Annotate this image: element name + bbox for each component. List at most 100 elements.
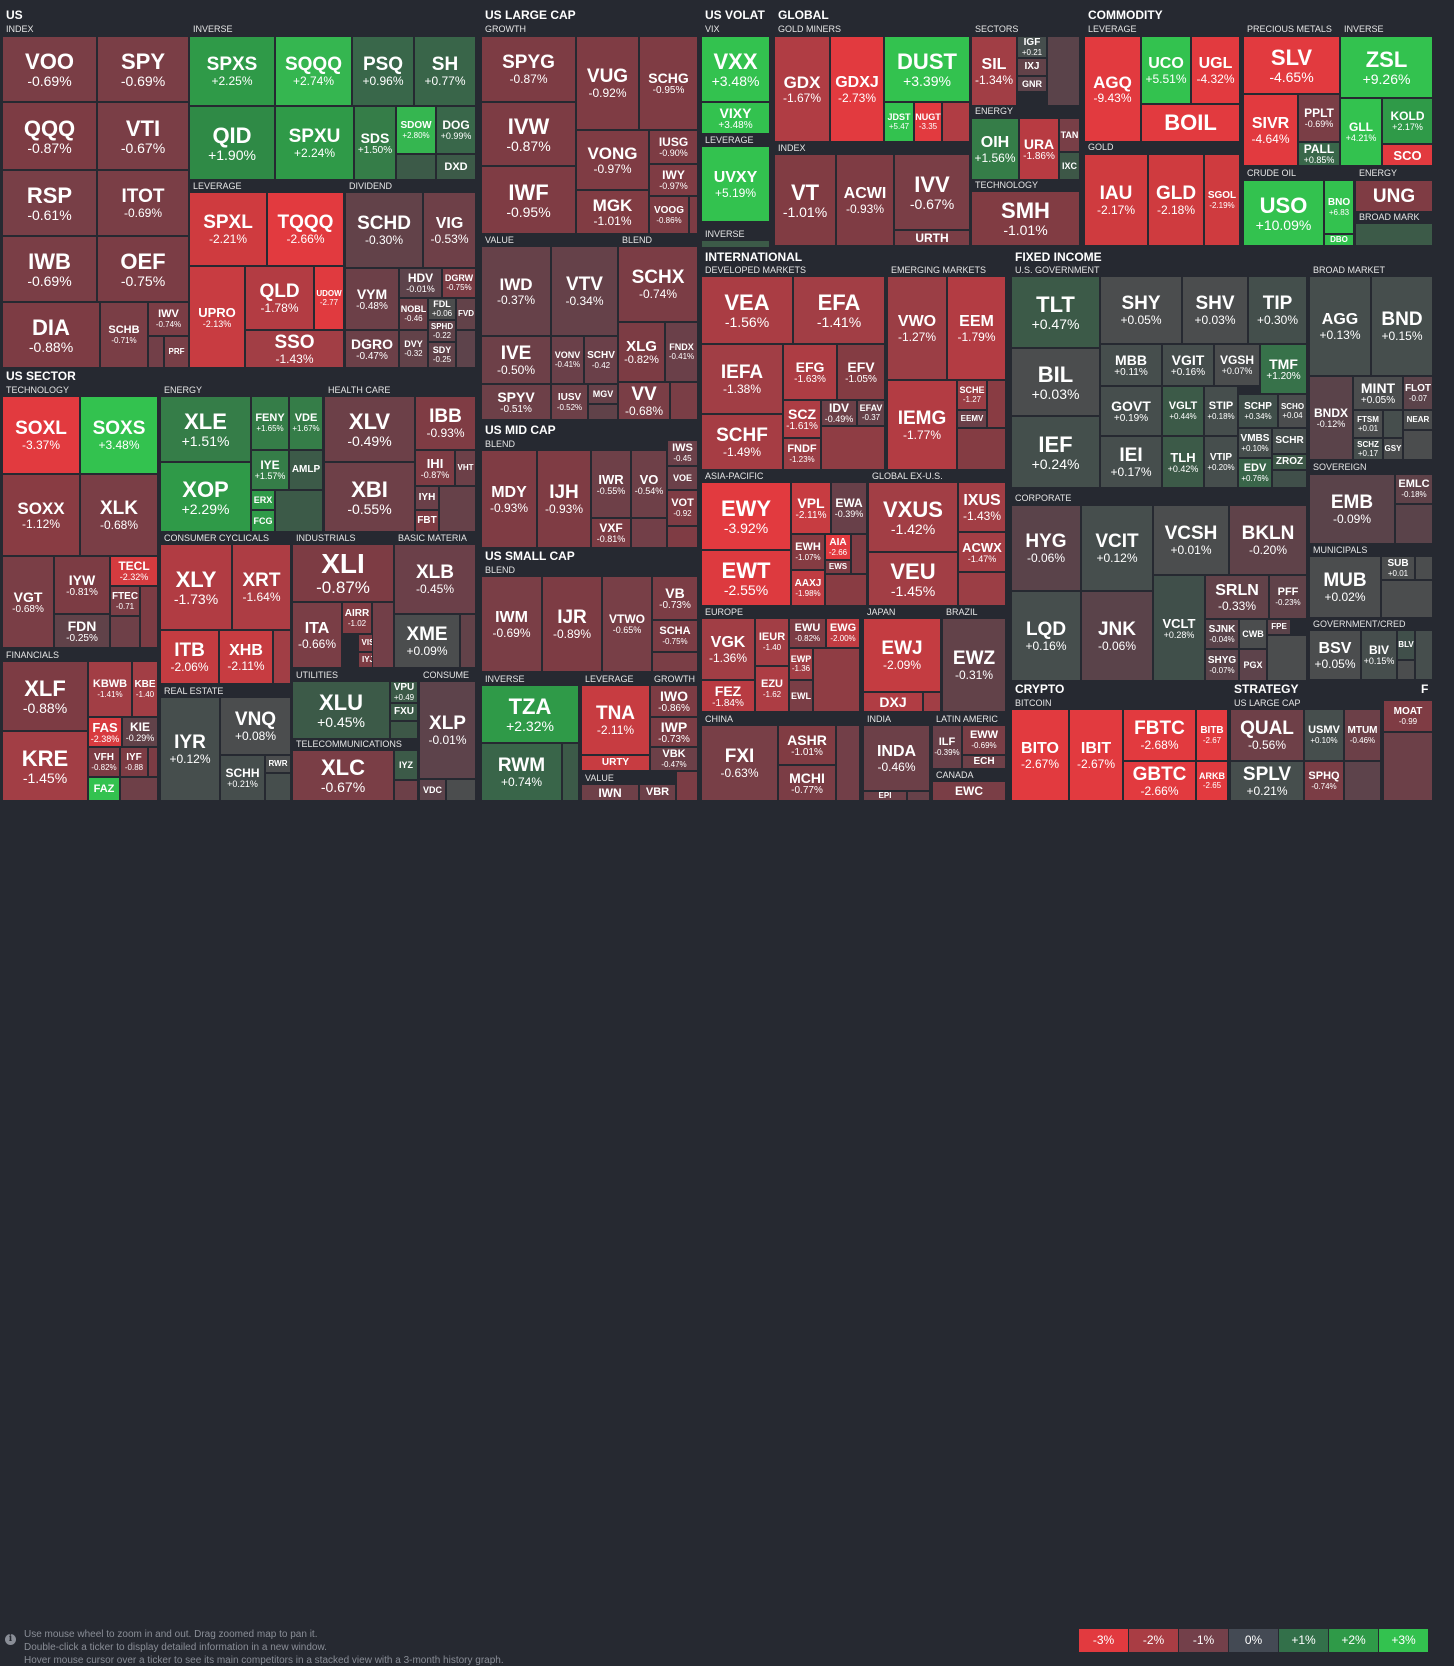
tile-jnk[interactable]: JNK -0.06% (1081, 591, 1153, 681)
tile-vgk[interactable]: VGK -1.36% (701, 618, 755, 680)
tile-itb[interactable]: ITB -2.06% (160, 630, 219, 684)
tile-soxx[interactable]: SOXX -1.12% (2, 474, 80, 556)
tile-vtv[interactable]: VTV -0.34% (551, 246, 618, 336)
tile-ugl[interactable]: UGL -4.32% (1191, 36, 1240, 104)
tile-ews[interactable]: EWS (825, 560, 851, 574)
tile-vo[interactable]: VO -0.54% (631, 450, 667, 518)
tile-eemv[interactable]: EEMV (957, 410, 987, 428)
tile-ixj[interactable]: IXJ (1017, 58, 1047, 76)
tile-schv[interactable]: SCHV -0.42 (584, 336, 618, 384)
tile-small[interactable] (1355, 223, 1433, 246)
tile-small[interactable] (689, 196, 698, 234)
tile-small[interactable] (907, 791, 930, 801)
tile-small[interactable] (667, 526, 698, 548)
tile-small[interactable] (676, 771, 698, 801)
tile-mub[interactable]: MUB +0.02% (1309, 556, 1381, 618)
tile-vglt[interactable]: VGLT +0.44% (1162, 386, 1204, 436)
tile-vgit[interactable]: VGIT +0.16% (1162, 344, 1214, 386)
tile-dgro[interactable]: DGRO -0.47% (345, 330, 399, 368)
tile-veu[interactable]: VEU -1.45% (868, 552, 958, 606)
tile-dgrw[interactable]: DGRW -0.75% (442, 268, 476, 298)
tile-ita[interactable]: ITA -0.66% (292, 602, 342, 668)
tile-ihi[interactable]: IHI -0.87% (415, 450, 455, 486)
tile-ilf[interactable]: ILF -0.39% (932, 725, 962, 769)
tile-ewa[interactable]: EWA -0.39% (831, 482, 867, 534)
tile-idv[interactable]: IDV -0.49% (821, 400, 857, 426)
tile-small[interactable] (1383, 732, 1433, 801)
tile-ftec[interactable]: FTEC -0.71 (110, 586, 140, 616)
tile-kie[interactable]: KIE -0.29% (122, 717, 158, 747)
tile-schr[interactable]: SCHR (1272, 428, 1307, 454)
tile-eem[interactable]: EEM -1.79% (947, 276, 1006, 380)
tile-efv[interactable]: EFV -1.05% (837, 344, 885, 400)
tile-vbk[interactable]: VBK -0.47% (650, 747, 698, 771)
tile-sdow[interactable]: SDOW +2.80% (396, 106, 436, 154)
tile-sub[interactable]: SUB +0.01 (1381, 556, 1415, 580)
tile-iwb[interactable]: IWB -0.69% (2, 236, 97, 302)
tile-vea[interactable]: VEA -1.56% (701, 276, 793, 344)
tile-oih[interactable]: OIH +1.56% (971, 118, 1019, 180)
tile-fdn[interactable]: FDN -0.25% (54, 614, 110, 648)
tile-mtum[interactable]: MTUM -0.46% (1344, 709, 1381, 761)
tile-voog[interactable]: VOOG -0.86% (649, 196, 689, 234)
tile-tecl[interactable]: TECL -2.32% (110, 556, 158, 586)
tile-iusv[interactable]: IUSV -0.52% (551, 384, 588, 420)
tile-airr[interactable]: AIRR -1.02 (342, 602, 372, 634)
tile-small[interactable] (1415, 556, 1433, 580)
tile-hdv[interactable]: HDV -0.01% (399, 268, 442, 298)
tile-small[interactable] (851, 534, 867, 574)
tile-xlu[interactable]: XLU +0.45% (292, 681, 390, 739)
tile-acwx[interactable]: ACWX -1.47% (958, 532, 1006, 572)
tile-small[interactable] (140, 586, 158, 648)
tile-small[interactable] (958, 572, 1006, 606)
tile-ibb[interactable]: IBB -0.93% (415, 396, 476, 450)
tile-spxl[interactable]: SPXL -2.21% (189, 192, 267, 266)
tile-vnq[interactable]: VNQ +0.08% (220, 697, 291, 755)
tile-small[interactable] (825, 574, 867, 606)
tile-mgv[interactable]: MGV (588, 384, 618, 404)
tile-efav[interactable]: EFAV -0.37 (857, 400, 885, 426)
tile-agq[interactable]: AGQ -9.43% (1084, 36, 1141, 142)
tile-sh[interactable]: SH +0.77% (414, 36, 476, 106)
tile-schh[interactable]: SCHH +0.21% (220, 755, 265, 801)
tile-ewu[interactable]: EWU -0.82% (789, 618, 826, 648)
tile-iws[interactable]: IWS -0.45 (667, 440, 698, 466)
tile-soxl[interactable]: SOXL -3.37% (2, 396, 80, 474)
tile-itot[interactable]: ITOT -0.69% (97, 170, 189, 236)
tile-pff[interactable]: PFF -0.23% (1269, 575, 1307, 619)
tile-bsv[interactable]: BSV +0.05% (1309, 630, 1361, 680)
tile-qid[interactable]: QID +1.90% (189, 106, 275, 180)
tile-iusg[interactable]: IUSG -0.90% (649, 130, 698, 164)
tile-pgx[interactable]: PGX (1239, 649, 1267, 681)
tile-small[interactable] (439, 486, 476, 532)
tile-schg[interactable]: SCHG -0.95% (639, 36, 698, 130)
tile-shv[interactable]: SHV +0.03% (1182, 276, 1248, 344)
tile-iye[interactable]: IYE +1.57% (251, 450, 289, 490)
tile-moat[interactable]: MOAT -0.99 (1383, 700, 1433, 732)
tile-vxus[interactable]: VXUS -1.42% (868, 482, 958, 552)
tile-ftsm[interactable]: FTSM +0.01 (1353, 410, 1383, 438)
tile-xop[interactable]: XOP +2.29% (160, 462, 251, 532)
tile-fpe[interactable]: FPE (1267, 619, 1291, 635)
tile-sjnk[interactable]: SJNK -0.04% (1205, 619, 1239, 649)
tile-epi[interactable]: EPI (863, 791, 907, 801)
tile-ixus[interactable]: IXUS -1.43% (958, 482, 1006, 532)
tile-iwo[interactable]: IWO -0.86% (650, 685, 698, 717)
tile-biv[interactable]: BIV +0.15% (1361, 630, 1397, 680)
tile-qld[interactable]: QLD -1.78% (245, 266, 314, 330)
tile-ezu[interactable]: EZU -1.62 (755, 666, 789, 712)
tile-fdl[interactable]: FDL +0.06 (428, 298, 456, 320)
tile-ewp[interactable]: EWP -1.36 (789, 648, 813, 680)
tile-iwy[interactable]: IWY -0.97% (649, 164, 698, 196)
tile-small[interactable] (1397, 660, 1415, 680)
tile-faz[interactable]: FAZ (88, 777, 120, 801)
tile-shyg[interactable]: SHYG -0.07% (1205, 649, 1239, 681)
tile-eww[interactable]: EWW -0.69% (962, 725, 1006, 755)
tile-fndx[interactable]: FNDX -0.41% (665, 322, 698, 382)
tile-iwn[interactable]: IWN (581, 784, 639, 801)
tile-ief[interactable]: IEF +0.24% (1011, 416, 1100, 488)
tile-schd[interactable]: SCHD -0.30% (345, 192, 423, 268)
tile-blv[interactable]: BLV (1397, 630, 1415, 660)
tile-vfh[interactable]: VFH -0.82% (88, 747, 120, 777)
tile-shy[interactable]: SHY +0.05% (1100, 276, 1182, 344)
